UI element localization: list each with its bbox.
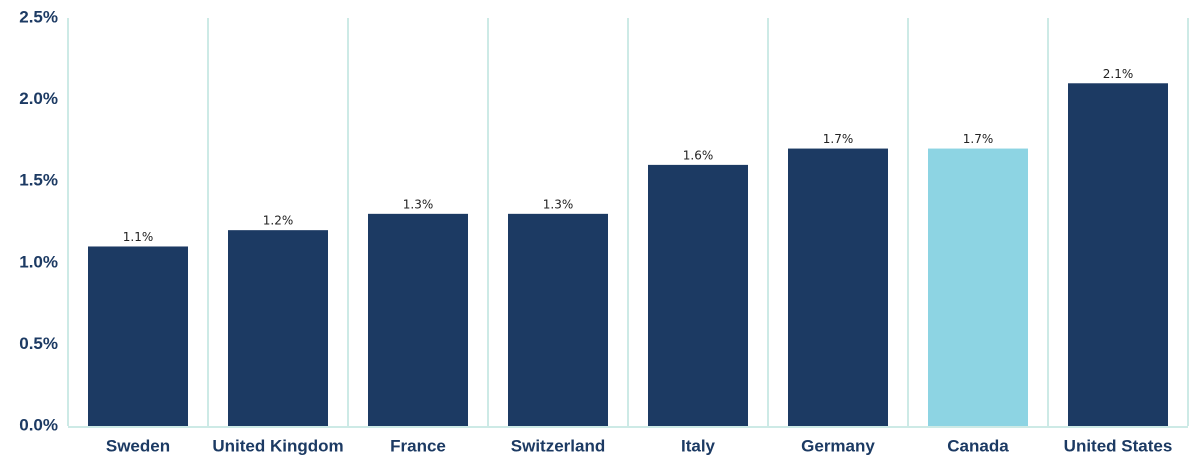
value-label: 1.3% xyxy=(543,197,574,211)
x-tick-label: United States xyxy=(1064,436,1173,455)
bar xyxy=(1068,83,1168,426)
bar xyxy=(508,213,608,426)
value-label: 2.1% xyxy=(1103,67,1134,81)
value-label: 1.1% xyxy=(123,230,154,244)
x-tick-label: France xyxy=(390,436,446,455)
value-label: 1.3% xyxy=(403,197,434,211)
y-tick-label: 2.0% xyxy=(19,89,58,108)
x-tick-label: United Kingdom xyxy=(212,436,343,455)
value-label: 1.7% xyxy=(963,132,994,146)
bar xyxy=(88,246,188,426)
x-tick-label: Switzerland xyxy=(511,436,605,455)
y-tick-label: 0.0% xyxy=(19,415,58,434)
bar xyxy=(228,230,328,426)
x-tick-label: Sweden xyxy=(106,436,170,455)
value-label: 1.7% xyxy=(823,132,854,146)
bar xyxy=(788,148,888,426)
x-tick-label: Canada xyxy=(947,436,1009,455)
y-tick-label: 1.5% xyxy=(19,171,58,190)
y-tick-label: 0.5% xyxy=(19,334,58,353)
y-tick-label: 2.5% xyxy=(19,7,58,26)
x-tick-label: Germany xyxy=(801,436,875,455)
value-label: 1.2% xyxy=(263,214,294,228)
bar xyxy=(368,213,468,426)
x-tick-label: Italy xyxy=(681,436,716,455)
y-tick-label: 1.0% xyxy=(19,252,58,271)
value-label: 1.6% xyxy=(683,148,714,162)
bar xyxy=(648,164,748,426)
bar xyxy=(928,148,1028,426)
